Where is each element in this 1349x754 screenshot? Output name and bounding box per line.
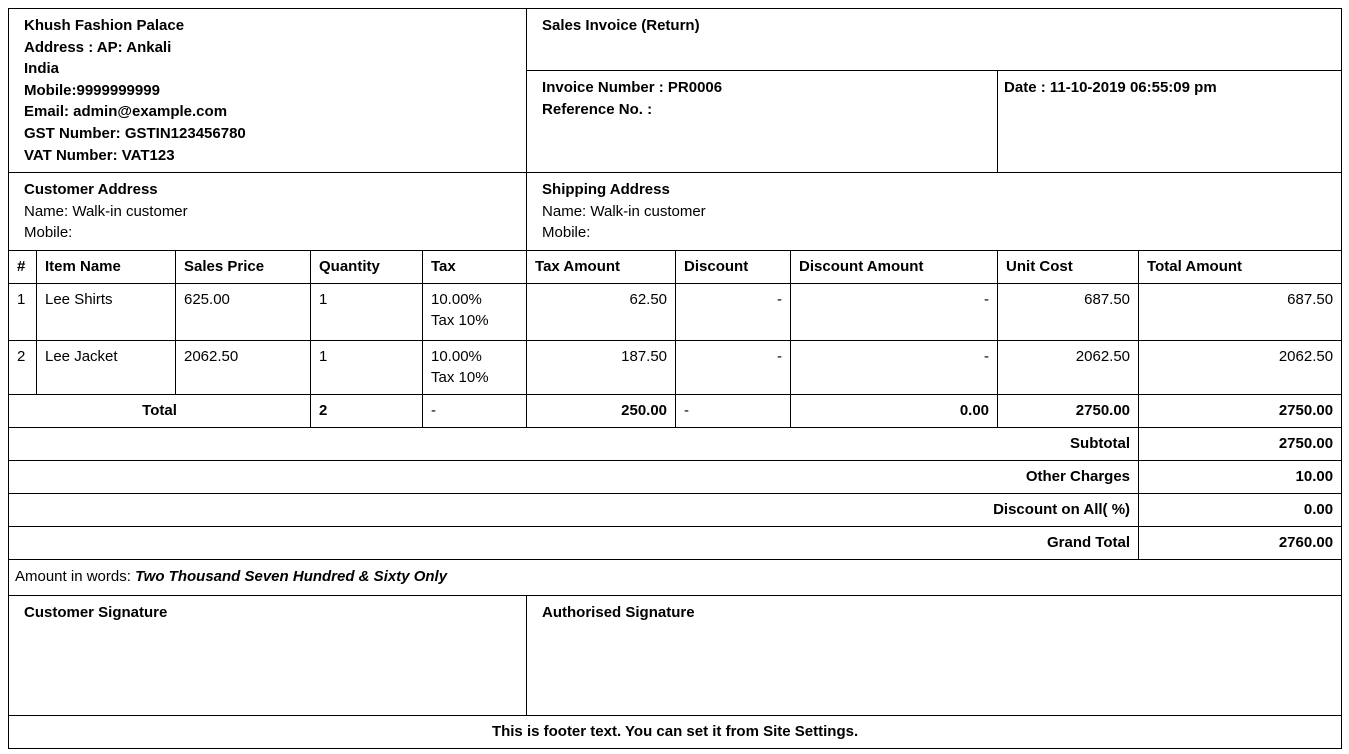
item-quantity: 1	[310, 282, 423, 341]
footer-text: This is footer text. You can set it from…	[7, 714, 1343, 749]
item-name: Lee Jacket	[36, 339, 176, 395]
item-total-amount: 2062.50	[1138, 339, 1343, 395]
amount-in-words-cell: Amount in words: Two Thousand Seven Hund…	[7, 558, 1343, 596]
item-tax-rate: 10.00%	[431, 347, 482, 365]
item-row: 2 Lee Jacket 2062.50 1 10.00% Tax 10% 18…	[8, 339, 1343, 395]
item-row: 1 Lee Shirts 625.00 1 10.00% Tax 10% 62.…	[8, 282, 1343, 341]
summary-row: Discount on All( %) 0.00	[7, 492, 1343, 527]
company-email: Email: admin@example.com	[24, 103, 228, 121]
item-sn: 1	[8, 282, 37, 341]
item-tax: 10.00% Tax 10%	[421, 282, 528, 341]
item-tax-amount: 187.50	[526, 339, 677, 395]
customer-address-cell: Customer Address Name: Walk-in customer …	[7, 172, 528, 251]
header-sn: #	[8, 249, 37, 284]
summary-value-grand-total: 2760.00	[1138, 525, 1343, 560]
item-sales-price: 2062.50	[175, 339, 311, 395]
amount-in-words-row: Amount in words: Two Thousand Seven Hund…	[7, 558, 1343, 596]
item-discount: -	[675, 282, 792, 341]
header-quantity: Quantity	[310, 249, 423, 284]
header-discount-amount: Discount Amount	[790, 249, 999, 284]
invoice-meta-row: Invoice Number : PR0006 Reference No. : …	[9, 70, 1343, 174]
total-discount-amount: 0.00	[790, 393, 999, 428]
item-unit-cost: 687.50	[997, 282, 1140, 341]
footer-row: This is footer text. You can set it from…	[7, 714, 1343, 749]
shipping-name: Name: Walk-in customer	[542, 202, 706, 220]
company-country: India	[24, 60, 60, 78]
company-gst-number: GST Number: GSTIN123456780	[24, 124, 246, 142]
customer-address-heading: Customer Address	[24, 181, 158, 199]
item-discount-amount: -	[790, 282, 999, 341]
summary-value-discount-on-all: 0.00	[1138, 492, 1343, 527]
item-tax: 10.00% Tax 10%	[421, 339, 528, 395]
invoice-title: Sales Invoice (Return)	[526, 7, 1343, 72]
summary-value-other-charges: 10.00	[1138, 459, 1343, 494]
company-vat-number: VAT Number: VAT123	[24, 146, 175, 164]
item-sn: 2	[8, 339, 37, 395]
customer-signature-label: Customer Signature	[7, 594, 528, 716]
invoice-table: Khush Fashion Palace Address : AP: Ankal…	[7, 7, 1343, 749]
address-row: Customer Address Name: Walk-in customer …	[7, 172, 1343, 251]
summary-row: Grand Total 2760.00	[7, 525, 1343, 560]
amount-in-words-label: Amount in words:	[15, 568, 131, 586]
items-header-row: # Item Name Sales Price Quantity Tax Tax…	[8, 249, 1343, 284]
item-tax-name: Tax 10%	[431, 369, 489, 387]
header-total-amount: Total Amount	[1138, 249, 1343, 284]
total-tax-amount: 250.00	[526, 393, 677, 428]
item-discount-amount: -	[790, 339, 999, 395]
header-sales-price: Sales Price	[175, 249, 311, 284]
item-tax-rate: 10.00%	[431, 290, 482, 308]
total-quantity: 2	[310, 393, 423, 428]
amount-in-words-value: Two Thousand Seven Hundred & Sixty Only	[135, 568, 448, 586]
item-tax-name: Tax 10%	[431, 312, 489, 330]
customer-name: Name: Walk-in customer	[24, 202, 188, 220]
company-info-cell: Khush Fashion Palace Address : AP: Ankal…	[7, 7, 528, 174]
header-item-name: Item Name	[36, 249, 176, 284]
invoice-number: Invoice Number : PR0006	[542, 79, 723, 97]
summary-row: Subtotal 2750.00	[7, 426, 1343, 461]
total-tax: -	[421, 393, 528, 428]
invoice-date: Date : 11-10-2019 06:55:09 pm	[997, 70, 1343, 174]
summary-label-other-charges: Other Charges	[7, 459, 1140, 494]
reference-number: Reference No. :	[542, 100, 653, 118]
shipping-address-heading: Shipping Address	[542, 181, 670, 199]
company-name: Khush Fashion Palace	[24, 17, 185, 34]
signature-row: Customer Signature Authorised Signature	[7, 594, 1343, 716]
header-tax-amount: Tax Amount	[526, 249, 677, 284]
item-quantity: 1	[310, 339, 423, 395]
invoice-number-cell: Invoice Number : PR0006 Reference No. :	[526, 70, 999, 174]
shipping-mobile: Mobile:	[542, 224, 591, 242]
header-unit-cost: Unit Cost	[997, 249, 1140, 284]
top-row: Khush Fashion Palace Address : AP: Ankal…	[7, 7, 1343, 174]
company-address-line: Address : AP: Ankali	[24, 38, 172, 56]
total-unit-cost: 2750.00	[997, 393, 1140, 428]
summary-row: Other Charges 10.00	[7, 459, 1343, 494]
summary-label-discount-on-all: Discount on All( %)	[7, 492, 1140, 527]
item-total-amount: 687.50	[1138, 282, 1343, 341]
summary-value-subtotal: 2750.00	[1138, 426, 1343, 461]
authorised-signature-label: Authorised Signature	[526, 594, 1343, 716]
item-name: Lee Shirts	[36, 282, 176, 341]
item-sales-price: 625.00	[175, 282, 311, 341]
total-discount: -	[675, 393, 792, 428]
summary-label-grand-total: Grand Total	[7, 525, 1140, 560]
customer-mobile: Mobile:	[24, 224, 73, 242]
total-amount: 2750.00	[1138, 393, 1343, 428]
header-tax: Tax	[421, 249, 528, 284]
total-label: Total	[8, 393, 311, 428]
company-mobile: Mobile:9999999999	[24, 81, 160, 99]
summary-label-subtotal: Subtotal	[7, 426, 1140, 461]
item-discount: -	[675, 339, 792, 395]
item-tax-amount: 62.50	[526, 282, 677, 341]
header-discount: Discount	[675, 249, 792, 284]
items-total-row: Total 2 - 250.00 - 0.00 2750.00 2750.00	[8, 393, 1343, 428]
item-unit-cost: 2062.50	[997, 339, 1140, 395]
shipping-address-cell: Shipping Address Name: Walk-in customer …	[526, 172, 1343, 251]
